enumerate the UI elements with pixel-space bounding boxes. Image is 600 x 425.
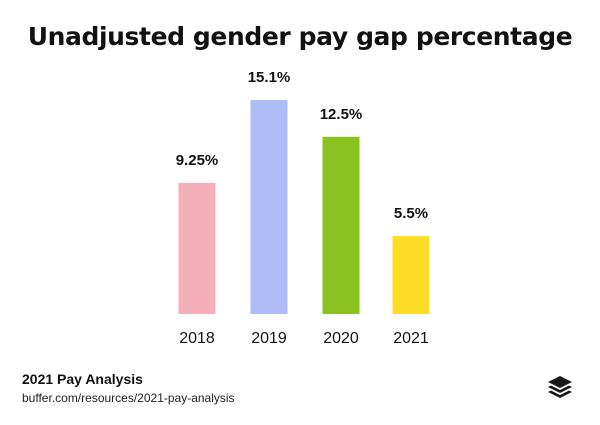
bar-chart: 9.25% 2018 15.1% 2019 12.5% 2020 5.5% 2021 xyxy=(176,69,430,347)
bar-value-label-2021: 5.5% xyxy=(394,205,428,222)
bars-layer xyxy=(178,100,430,314)
x-tick-label-2021: 2021 xyxy=(393,330,429,347)
labels-layer: 9.25% 2018 15.1% 2019 12.5% 2020 5.5% 2021 xyxy=(176,69,429,347)
bar-value-label-2020: 12.5% xyxy=(320,106,363,123)
x-tick-label-2019: 2019 xyxy=(251,330,287,347)
x-tick-label-2018: 2018 xyxy=(179,330,215,347)
chart-title: Unadjusted gender pay gap percentage xyxy=(27,22,573,51)
bar-value-label-2018: 9.25% xyxy=(176,152,219,169)
bar-2019 xyxy=(250,100,288,314)
footer-url: buffer.com/resources/2021-pay-analysis xyxy=(22,391,235,405)
bar-2020 xyxy=(322,136,360,314)
bar-2018 xyxy=(178,182,216,314)
buffer-logo-icon xyxy=(548,376,572,398)
x-tick-label-2020: 2020 xyxy=(323,330,359,347)
bar-2021 xyxy=(392,236,430,314)
footer-title: 2021 Pay Analysis xyxy=(22,371,143,387)
bar-value-label-2019: 15.1% xyxy=(248,69,291,86)
